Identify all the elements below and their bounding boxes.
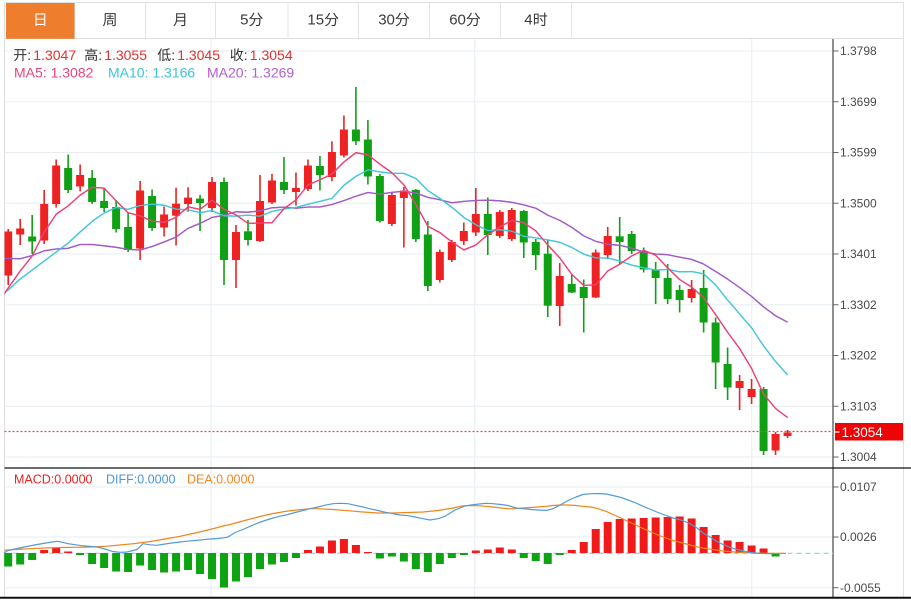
svg-text:0.0107: 0.0107 bbox=[840, 480, 877, 494]
svg-text::: : bbox=[244, 47, 248, 63]
svg-text:1.3004: 1.3004 bbox=[840, 450, 877, 464]
svg-text:1.3054: 1.3054 bbox=[842, 425, 884, 440]
svg-text:0.0026: 0.0026 bbox=[840, 530, 877, 544]
svg-text:1.3055: 1.3055 bbox=[104, 47, 147, 63]
svg-text:1.3500: 1.3500 bbox=[840, 196, 877, 210]
svg-text:60: 60 bbox=[449, 12, 466, 29]
svg-text::: : bbox=[27, 47, 31, 63]
svg-text::: : bbox=[98, 47, 102, 63]
svg-text:30: 30 bbox=[378, 12, 395, 29]
svg-text:1.3302: 1.3302 bbox=[840, 298, 877, 312]
svg-text:1.3798: 1.3798 bbox=[840, 44, 877, 58]
svg-text:4: 4 bbox=[524, 12, 532, 29]
svg-text:MA20: 1.3269: MA20: 1.3269 bbox=[207, 65, 294, 81]
svg-text:DEA:0.0000: DEA:0.0000 bbox=[187, 473, 254, 487]
svg-text::: : bbox=[171, 47, 175, 63]
svg-text:-0.0055: -0.0055 bbox=[840, 581, 881, 595]
svg-text:MA5: 1.3082: MA5: 1.3082 bbox=[14, 65, 94, 81]
svg-text:1.3202: 1.3202 bbox=[840, 349, 877, 363]
svg-text:1.3401: 1.3401 bbox=[840, 247, 877, 261]
svg-text:1.3103: 1.3103 bbox=[840, 399, 877, 413]
svg-text:5: 5 bbox=[240, 12, 248, 29]
svg-text:DIFF:0.0000: DIFF:0.0000 bbox=[106, 473, 176, 487]
svg-text:1.3054: 1.3054 bbox=[250, 47, 293, 63]
svg-text:1.3047: 1.3047 bbox=[33, 47, 76, 63]
svg-text:15: 15 bbox=[307, 12, 324, 29]
svg-text:MACD:0.0000: MACD:0.0000 bbox=[14, 473, 93, 487]
svg-text:MA10: 1.3166: MA10: 1.3166 bbox=[108, 65, 195, 81]
svg-text:1.3699: 1.3699 bbox=[840, 95, 877, 109]
svg-text:1.3045: 1.3045 bbox=[177, 47, 220, 63]
svg-text:1.3599: 1.3599 bbox=[840, 146, 877, 160]
